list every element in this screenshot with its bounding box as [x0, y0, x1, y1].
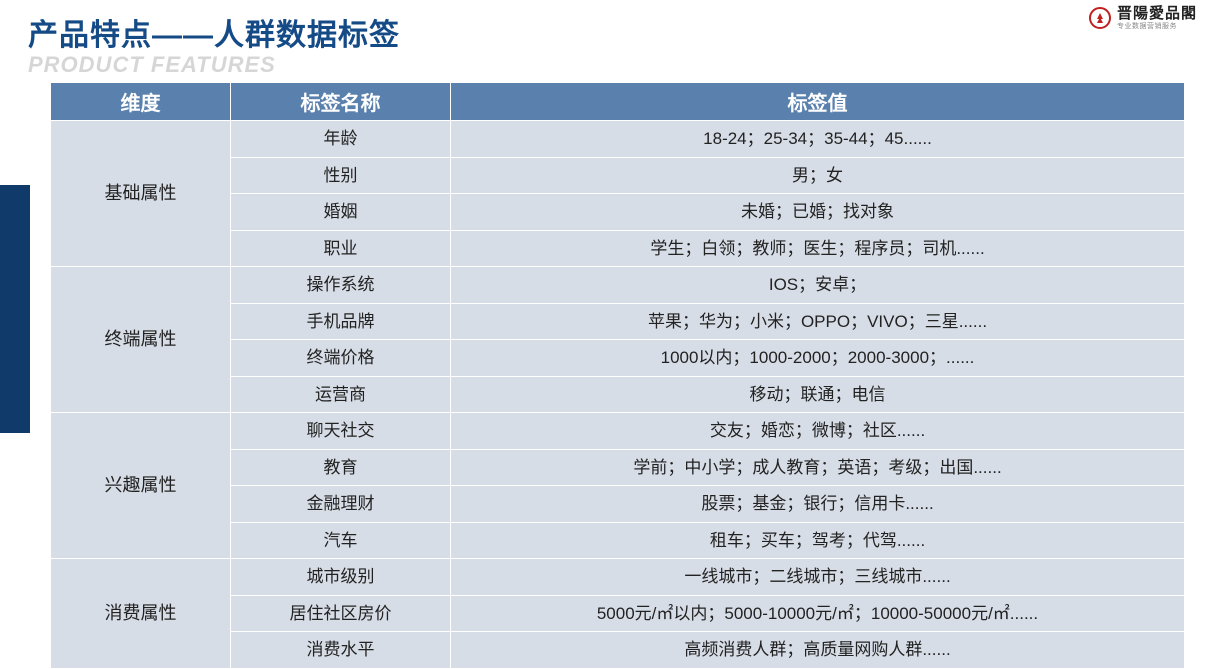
label-cell: 职业: [231, 230, 451, 267]
value-cell: 租车；买车；驾考；代驾......: [451, 522, 1185, 559]
value-cell: 18-24；25-34；35-44；45......: [451, 121, 1185, 158]
header-value: 标签值: [451, 83, 1185, 121]
table-row: 基础属性年龄18-24；25-34；35-44；45......: [51, 121, 1185, 158]
page-title-block: 产品特点——人群数据标签 PRODUCT FEATURES: [28, 10, 400, 78]
value-cell: 高频消费人群；高质量网购人群......: [451, 632, 1185, 669]
label-cell: 教育: [231, 449, 451, 486]
value-cell: 股票；基金；银行；信用卡......: [451, 486, 1185, 523]
data-tag-table-container: 维度 标签名称 标签值 基础属性年龄18-24；25-34；35-44；45..…: [50, 82, 1185, 669]
label-cell: 居住社区房价: [231, 595, 451, 632]
brand-sub: 专业数据营销服务: [1117, 23, 1197, 30]
value-cell: 5000元/㎡以内；5000-10000元/㎡；10000-50000元/㎡..…: [451, 595, 1185, 632]
value-cell: 学生；白领；教师；医生；程序员；司机......: [451, 230, 1185, 267]
value-cell: 一线城市；二线城市；三线城市......: [451, 559, 1185, 596]
page-subtitle: PRODUCT FEATURES: [28, 52, 400, 78]
brand-logo-icon: [1089, 7, 1111, 29]
label-cell: 运营商: [231, 376, 451, 413]
value-cell: 移动；联通；电信: [451, 376, 1185, 413]
label-cell: 城市级别: [231, 559, 451, 596]
data-tag-table: 维度 标签名称 标签值 基础属性年龄18-24；25-34；35-44；45..…: [50, 82, 1185, 669]
label-cell: 手机品牌: [231, 303, 451, 340]
value-cell: 未婚；已婚；找对象: [451, 194, 1185, 231]
label-cell: 性别: [231, 157, 451, 194]
value-cell: 男；女: [451, 157, 1185, 194]
table-header-row: 维度 标签名称 标签值: [51, 83, 1185, 121]
value-cell: 苹果；华为；小米；OPPO；VIVO；三星......: [451, 303, 1185, 340]
label-cell: 婚姻: [231, 194, 451, 231]
page-title: 产品特点——人群数据标签: [28, 10, 400, 54]
label-cell: 终端价格: [231, 340, 451, 377]
table-row: 消费属性城市级别一线城市；二线城市；三线城市......: [51, 559, 1185, 596]
dimension-cell: 消费属性: [51, 559, 231, 669]
table-row: 终端属性操作系统IOS；安卓；: [51, 267, 1185, 304]
brand-name: 晋陽愛品閣: [1117, 6, 1197, 21]
header-dimension: 维度: [51, 83, 231, 121]
label-cell: 聊天社交: [231, 413, 451, 450]
label-cell: 年龄: [231, 121, 451, 158]
dimension-cell: 基础属性: [51, 121, 231, 267]
value-cell: 交友；婚恋；微博；社区......: [451, 413, 1185, 450]
dimension-cell: 兴趣属性: [51, 413, 231, 559]
label-cell: 消费水平: [231, 632, 451, 669]
label-cell: 汽车: [231, 522, 451, 559]
dimension-cell: 终端属性: [51, 267, 231, 413]
brand-logo: 晋陽愛品閣 专业数据营销服务: [1089, 6, 1197, 30]
value-cell: 1000以内；1000-2000；2000-3000；......: [451, 340, 1185, 377]
decorative-side-bar: [0, 185, 30, 433]
table-row: 兴趣属性聊天社交交友；婚恋；微博；社区......: [51, 413, 1185, 450]
label-cell: 操作系统: [231, 267, 451, 304]
label-cell: 金融理财: [231, 486, 451, 523]
value-cell: 学前；中小学；成人教育；英语；考级；出国......: [451, 449, 1185, 486]
header-label: 标签名称: [231, 83, 451, 121]
value-cell: IOS；安卓；: [451, 267, 1185, 304]
